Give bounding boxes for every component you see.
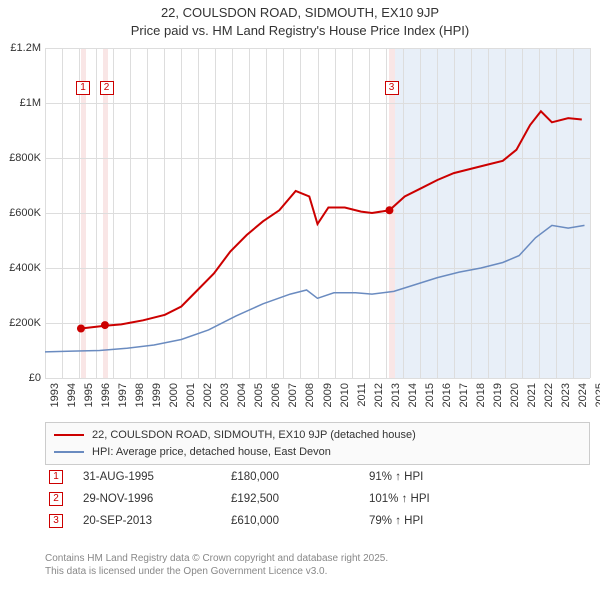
x-axis-label: 2008 [304,383,316,407]
event-date: 29-NOV-1996 [83,493,223,505]
event-delta: 101% ↑ HPI [369,493,519,505]
x-axis-label: 2013 [390,383,402,407]
footnote-line1: Contains HM Land Registry data © Crown c… [45,552,590,565]
sale-point-marker [101,321,109,329]
v-gridline [590,48,591,378]
y-axis-label: £400K [9,262,41,274]
y-axis-label: £600K [9,207,41,219]
sale-point-marker [77,325,85,333]
legend-item: HPI: Average price, detached house, East… [54,444,581,461]
y-axis-label: £1M [20,97,41,109]
sale-point-marker [385,206,393,214]
x-axis-label: 2005 [253,383,265,407]
y-axis-label: £800K [9,152,41,164]
x-axis-label: 2003 [219,383,231,407]
event-row: 3 20-SEP-2013 £610,000 79% ↑ HPI [45,510,590,532]
chart-footnote: Contains HM Land Registry data © Crown c… [45,552,590,578]
x-axis-label: 1997 [117,383,129,407]
x-axis-label: 2001 [185,383,197,407]
annotation-marker: 1 [76,81,90,95]
x-axis-label: 2015 [424,383,436,407]
x-axis-label: 2010 [339,383,351,407]
legend-label: HPI: Average price, detached house, East… [92,444,331,461]
x-axis-label: 2020 [509,383,521,407]
x-axis-label: 2022 [543,383,555,407]
chart-plot-area: £0£200K£400K£600K£800K£1M£1.2M1993199419… [45,48,590,378]
x-axis-label: 2009 [322,383,334,407]
chart-title-block: 22, COULSDON ROAD, SIDMOUTH, EX10 9JP Pr… [0,0,600,40]
x-axis-label: 2017 [458,383,470,407]
x-axis-label: 1998 [134,383,146,407]
event-price: £192,500 [231,493,361,505]
legend-label: 22, COULSDON ROAD, SIDMOUTH, EX10 9JP (d… [92,427,416,444]
event-marker: 1 [49,470,63,484]
event-delta: 91% ↑ HPI [369,471,519,483]
event-row: 2 29-NOV-1996 £192,500 101% ↑ HPI [45,488,590,510]
legend-swatch [54,434,84,436]
footnote-line2: This data is licensed under the Open Gov… [45,565,590,578]
x-axis-label: 2004 [236,383,248,407]
y-axis-label: £200K [9,317,41,329]
chart-title-line2: Price paid vs. HM Land Registry's House … [0,22,600,40]
event-price: £180,000 [231,471,361,483]
x-axis-label: 2014 [407,383,419,407]
y-axis-label: £0 [29,372,41,384]
annotation-marker: 3 [385,81,399,95]
x-axis-label: 1995 [83,383,95,407]
legend-item: 22, COULSDON ROAD, SIDMOUTH, EX10 9JP (d… [54,427,581,444]
x-axis-label: 1999 [151,383,163,407]
x-axis-label: 2021 [526,383,538,407]
x-axis-label: 2018 [475,383,487,407]
x-axis-label: 2007 [287,383,299,407]
x-axis-label: 1996 [100,383,112,407]
y-axis-label: £1.2M [10,42,41,54]
x-axis-label: 2002 [202,383,214,407]
event-marker: 2 [49,492,63,506]
x-axis-label: 2000 [168,383,180,407]
x-axis-label: 2006 [270,383,282,407]
x-axis-label: 1994 [66,383,78,407]
series-line [45,225,585,352]
x-axis-label: 2012 [373,383,385,407]
event-date: 20-SEP-2013 [83,515,223,527]
x-axis-label: 2025 [594,383,600,407]
series-line [81,111,582,328]
legend-swatch [54,451,84,453]
chart-title-line1: 22, COULSDON ROAD, SIDMOUTH, EX10 9JP [0,4,600,22]
event-date: 31-AUG-1995 [83,471,223,483]
event-row: 1 31-AUG-1995 £180,000 91% ↑ HPI [45,466,590,488]
x-axis-label: 2019 [492,383,504,407]
x-axis-label: 1993 [49,383,61,407]
sale-events-table: 1 31-AUG-1995 £180,000 91% ↑ HPI 2 29-NOV-199… [45,466,590,532]
chart-legend: 22, COULSDON ROAD, SIDMOUTH, EX10 9JP (d… [45,422,590,465]
annotation-marker: 2 [100,81,114,95]
event-price: £610,000 [231,515,361,527]
chart-lines-svg [45,48,590,378]
event-marker: 3 [49,514,63,528]
x-axis-label: 2016 [441,383,453,407]
x-axis-label: 2011 [356,383,368,407]
x-axis-label: 2023 [560,383,572,407]
event-delta: 79% ↑ HPI [369,515,519,527]
x-axis-label: 2024 [577,383,589,407]
h-gridline [45,378,590,379]
